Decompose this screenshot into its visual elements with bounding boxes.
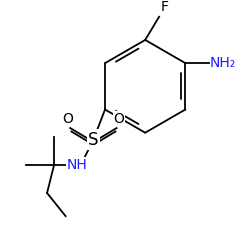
- Text: NH: NH: [67, 158, 88, 172]
- Text: S: S: [88, 131, 99, 149]
- Text: F: F: [160, 0, 168, 14]
- Text: O: O: [113, 112, 124, 126]
- Text: O: O: [62, 112, 73, 126]
- Text: NH₂: NH₂: [210, 56, 236, 70]
